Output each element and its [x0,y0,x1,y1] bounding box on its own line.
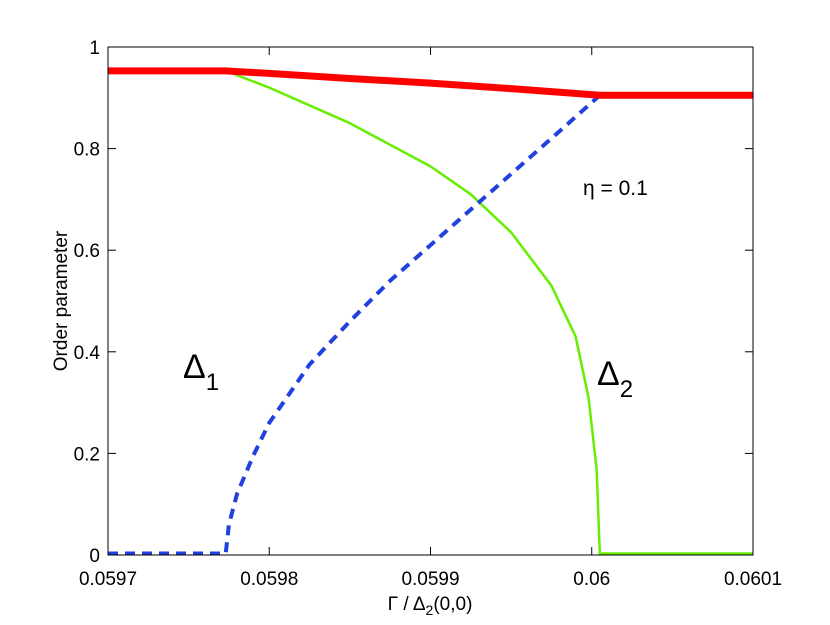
x-tick-label-1: 0.0598 [240,569,298,590]
y-tick-label-3: 0.6 [74,241,100,262]
series-line-2 [225,69,753,555]
delta1-label: Δ1 [183,348,219,396]
delta1-subscript: 1 [206,369,219,396]
delta2-subscript: 2 [620,376,633,403]
y-tick-label-2: 0.4 [74,343,101,364]
y-tick-label-4: 0.8 [74,140,100,161]
x-tick-label-0: 0.0597 [79,569,137,590]
y-tick-label-0: 0 [89,546,100,567]
tick-layer: 0.0597 0.0598 0.0599 0.06 0.0601 0 0.2 0.4 0.6 0.… [74,38,782,590]
delta2-label: Δ2 [597,355,633,403]
x-tick-label-4: 0.0601 [724,569,782,590]
x-tick-label-3: 0.06 [573,569,610,590]
x-axis-label-main: Γ / Δ [388,594,426,615]
series-line-0 [108,67,753,99]
eta-annotation: η = 0.1 [583,177,648,200]
series-layer [108,67,753,556]
series-line-1 [108,93,602,556]
delta1-symbol: Δ [183,348,206,386]
x-tick-label-2: 0.0599 [401,569,459,590]
x-axis-label-tail: (0,0) [433,594,472,615]
y-tick-label-1: 0.2 [74,444,100,465]
delta2-symbol: Δ [597,355,620,393]
x-axis-label: Γ / Δ2(0,0) [388,594,473,618]
y-axis-label: Order parameter [51,230,72,371]
y-tick-label-5: 1 [89,38,100,59]
x-axis-label-subscript: 2 [426,602,434,618]
